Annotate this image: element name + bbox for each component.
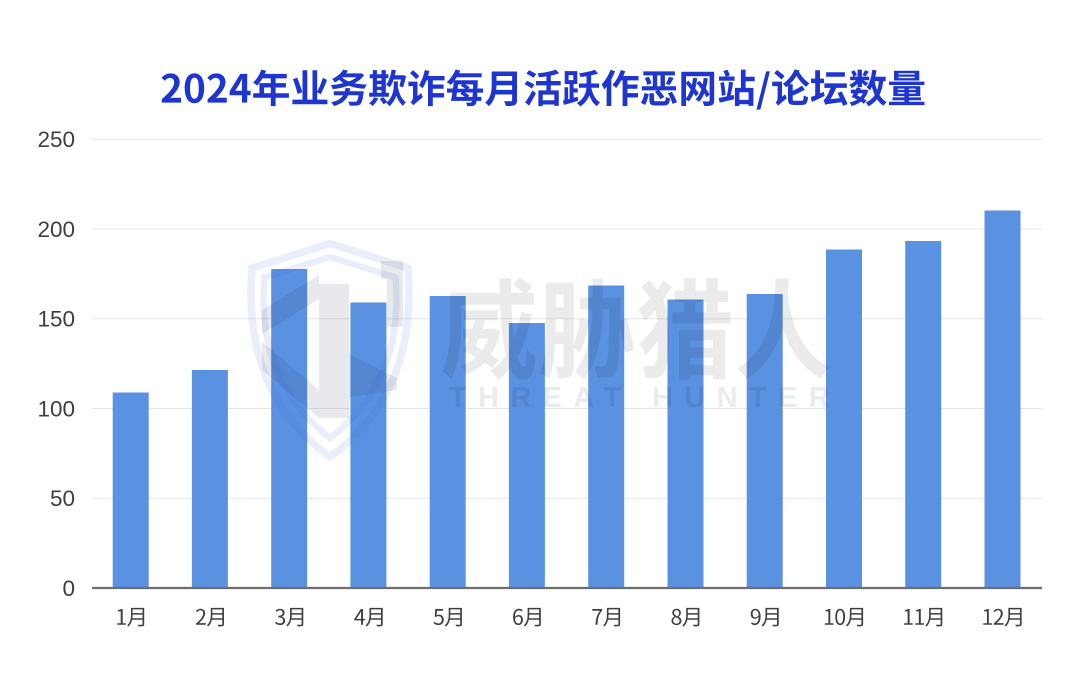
svg-text:200: 200 — [37, 217, 75, 242]
svg-text:250: 250 — [37, 127, 75, 152]
svg-text:0: 0 — [62, 576, 75, 601]
svg-text:100: 100 — [37, 396, 75, 421]
svg-text:150: 150 — [37, 307, 75, 332]
svg-text:THREAT HUNTER: THREAT HUNTER — [449, 382, 841, 414]
svg-text:50: 50 — [50, 486, 75, 511]
